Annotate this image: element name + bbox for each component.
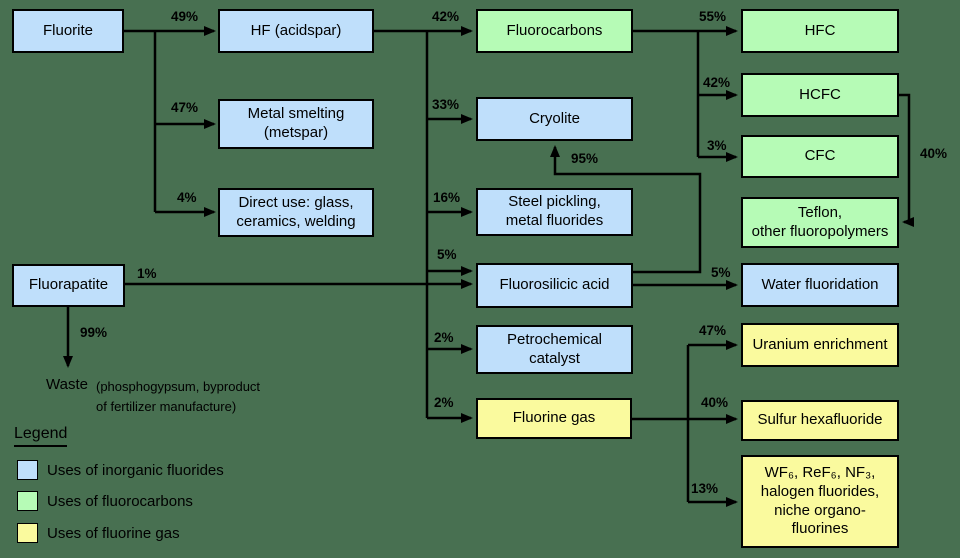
node-fluorosilicic-acid-label: Fluorosilicic acid bbox=[499, 276, 610, 294]
edge-label-fluorocarbons-cfc: 3% bbox=[707, 138, 727, 153]
node-cfc-label: CFC bbox=[804, 147, 836, 165]
node-hcfc-label: HCFC bbox=[799, 85, 841, 103]
node-sulfur-hexafluoride: Sulfur hexafluoride bbox=[741, 400, 899, 441]
edge-label-fluorocarbons-hfc: 55% bbox=[699, 9, 727, 24]
node-cryolite-label: Cryolite bbox=[529, 109, 580, 127]
legend-label-fluorocarbons: Uses of fluorocarbons bbox=[47, 492, 193, 510]
node-uranium-enrichment: Uranium enrichment bbox=[741, 323, 899, 367]
node-fluorapatite-label: Fluorapatite bbox=[28, 276, 109, 294]
legend-label-fluorine-gas: Uses of fluorine gas bbox=[47, 524, 180, 542]
edge-label-hcfc-teflon: 40% bbox=[920, 146, 948, 161]
waste-note: (phosphogypsum, byproduct of fertilizer … bbox=[96, 379, 261, 415]
legend-item-fluorine-gas: Uses of fluorine gas bbox=[17, 523, 180, 543]
edge-label-fluorapatite-waste: 99% bbox=[80, 325, 108, 340]
node-direct-use: Direct use: glass, ceramics, welding bbox=[218, 188, 374, 237]
node-direct-use-label: Direct use: glass, ceramics, welding bbox=[236, 193, 356, 230]
node-hfc-label: HFC bbox=[804, 21, 836, 39]
node-metal-smelting: Metal smelting (metspar) bbox=[218, 99, 374, 149]
edge-label-fluorocarbons-hcfc: 42% bbox=[703, 75, 731, 90]
edge-label-hf-fluorine-gas: 2% bbox=[434, 395, 454, 410]
node-fluorapatite: Fluorapatite bbox=[12, 264, 125, 307]
node-niche-fluorines-label: WF₆, ReF₆, NF₃, halogen fluorides, niche… bbox=[760, 464, 880, 538]
node-hcfc: HCFC bbox=[741, 73, 899, 117]
node-teflon: Teflon, other fluoropolymers bbox=[741, 197, 899, 248]
edge-fluorosilicic-cryolite bbox=[550, 145, 702, 274]
edge-label-hf-fluorosilicic: 5% bbox=[437, 247, 457, 262]
node-hf-label: HF (acidspar) bbox=[250, 21, 342, 39]
node-water-fluoridation-label: Water fluoridation bbox=[761, 275, 879, 293]
legend-swatch-fluorocarbons bbox=[17, 491, 38, 511]
edge-label-fluorine-gas-sulfur: 40% bbox=[701, 395, 729, 410]
node-steel-pickling: Steel pickling, metal fluorides bbox=[476, 188, 633, 236]
edge-label-fluorite-metal-smelting: 47% bbox=[171, 100, 199, 115]
edge-label-fluorapatite-fluorosilicic: 1% bbox=[137, 266, 157, 281]
node-fluorocarbons: Fluorocarbons bbox=[476, 9, 633, 53]
legend-swatch-inorganic bbox=[17, 460, 38, 480]
node-fluorosilicic-acid: Fluorosilicic acid bbox=[476, 263, 633, 308]
waste-label: Waste bbox=[46, 376, 88, 393]
edge-label-fluorine-gas-uranium: 47% bbox=[699, 323, 727, 338]
node-fluorite-label: Fluorite bbox=[42, 21, 94, 39]
node-niche-fluorines: WF₆, ReF₆, NF₃, halogen fluorides, niche… bbox=[741, 455, 899, 548]
legend-swatch-fluorine-gas bbox=[17, 523, 38, 543]
legend-title: Legend bbox=[14, 424, 68, 448]
node-hfc: HFC bbox=[741, 9, 899, 53]
edge-label-hf-steel-pickling: 16% bbox=[433, 190, 461, 205]
node-uranium-enrichment-label: Uranium enrichment bbox=[752, 335, 888, 353]
edge-label-hf-cryolite: 33% bbox=[432, 97, 460, 112]
node-hf: HF (acidspar) bbox=[218, 9, 374, 53]
legend-label-inorganic: Uses of inorganic fluorides bbox=[47, 461, 224, 479]
node-petrochemical-catalyst-label: Petrochemical catalyst bbox=[506, 330, 603, 367]
node-steel-pickling-label: Steel pickling, metal fluorides bbox=[505, 193, 604, 229]
legend-item-inorganic: Uses of inorganic fluorides bbox=[17, 460, 224, 480]
edge-hcfc-teflon bbox=[899, 93, 914, 227]
node-fluorine-gas: Fluorine gas bbox=[476, 398, 632, 439]
edge-label-hf-petrochemical: 2% bbox=[434, 330, 454, 345]
node-cfc: CFC bbox=[741, 135, 899, 178]
node-fluorite: Fluorite bbox=[12, 9, 124, 53]
legend-item-fluorocarbons: Uses of fluorocarbons bbox=[17, 491, 193, 511]
node-sulfur-hexafluoride-label: Sulfur hexafluoride bbox=[757, 411, 883, 429]
edge-label-fluorosilicic-water: 5% bbox=[711, 265, 731, 280]
node-fluorine-gas-label: Fluorine gas bbox=[512, 409, 596, 427]
node-cryolite: Cryolite bbox=[476, 97, 633, 141]
edge-label-hf-fluorocarbons: 42% bbox=[432, 9, 460, 24]
node-water-fluoridation: Water fluoridation bbox=[741, 263, 899, 307]
edge-label-fluorite-direct-use: 4% bbox=[177, 190, 197, 205]
node-fluorocarbons-label: Fluorocarbons bbox=[506, 21, 603, 39]
node-metal-smelting-label: Metal smelting (metspar) bbox=[247, 105, 345, 141]
edge-label-fluorite-hf: 49% bbox=[171, 9, 199, 24]
node-petrochemical-catalyst: Petrochemical catalyst bbox=[476, 325, 633, 374]
edge-label-fluorine-gas-niche: 13% bbox=[691, 481, 719, 496]
edge-label-fluorosilicic-cryolite: 95% bbox=[571, 151, 599, 166]
node-teflon-label: Teflon, other fluoropolymers bbox=[751, 203, 889, 240]
